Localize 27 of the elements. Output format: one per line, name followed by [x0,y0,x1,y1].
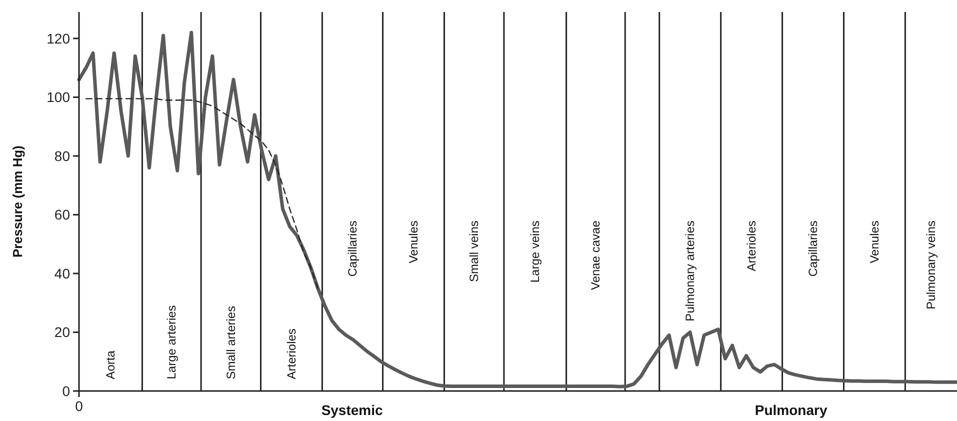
y-tick-label: 100 [46,89,70,106]
annotation: Arterioles [284,328,298,380]
y-tick-label: 80 [54,148,70,164]
y-tick-label: 120 [46,30,70,46]
annotation: Pulmonary veins [924,220,938,310]
y-axis-title: Pressure (mm Hg) [10,146,25,258]
annotation: Capillaries [806,220,820,277]
line-series [77,30,957,388]
annotation: Large veins [528,220,542,283]
annotation: Small arteries [224,306,238,380]
text: 0 [75,398,84,414]
annotation: Arterioles [744,220,759,272]
y-tick-label: 20 [54,324,70,340]
annotation: Large arteries [164,305,179,380]
annotation: Pulmonary arteries [683,220,698,322]
annotation: Capillaries [345,220,360,277]
text: Pulmonary [754,402,828,418]
annotation: Venae cavae [588,220,603,290]
annotation: Aorta [104,350,118,380]
line-series [85,98,318,289]
y-tick-label: 0 [62,382,70,399]
annotation: Venules [406,220,421,264]
text: Systemic [321,402,384,418]
annotation: Small veins [467,220,482,282]
y-tick-label: 60 [54,206,70,223]
annotation: Venules [867,220,882,264]
y-tick-label: 40 [54,265,70,282]
